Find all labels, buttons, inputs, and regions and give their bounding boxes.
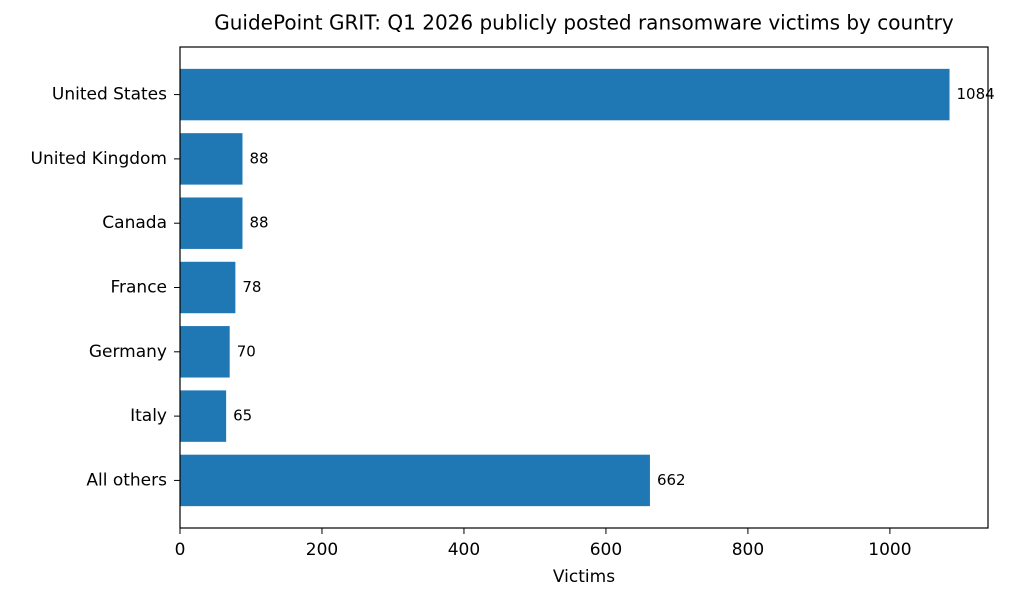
y-tick-label: Italy	[130, 406, 167, 426]
y-tick-label: France	[110, 278, 167, 298]
bar	[180, 68, 950, 121]
y-tick-label: Germany	[89, 342, 167, 362]
bar	[180, 454, 650, 507]
value-label: 1084	[957, 85, 995, 103]
x-tick-label: 400	[448, 540, 480, 560]
plot-frame	[179, 46, 989, 529]
value-label: 65	[233, 407, 252, 425]
y-tick-label: Canada	[102, 213, 167, 233]
x-tick-label: 0	[175, 540, 186, 560]
bar	[180, 390, 227, 442]
bar	[180, 133, 243, 185]
chart-title: GuidePoint GRIT: Q1 2026 publicly posted…	[214, 11, 954, 35]
x-axis-label: Victims	[553, 567, 615, 587]
x-tick-label: 800	[732, 540, 764, 560]
x-tick-label: 1000	[868, 540, 911, 560]
y-tick-label: United States	[52, 85, 167, 105]
bar	[180, 261, 236, 314]
value-label: 88	[249, 214, 268, 232]
value-label: 70	[237, 342, 256, 360]
y-tick-label: United Kingdom	[31, 149, 167, 169]
value-label: 78	[242, 278, 261, 296]
x-tick-label: 200	[306, 540, 338, 560]
value-label: 88	[249, 149, 268, 167]
bar	[180, 197, 243, 249]
value-label: 662	[657, 471, 686, 489]
bar	[180, 326, 230, 378]
x-tick-label: 600	[590, 540, 622, 560]
y-tick-label: All others	[86, 470, 167, 490]
